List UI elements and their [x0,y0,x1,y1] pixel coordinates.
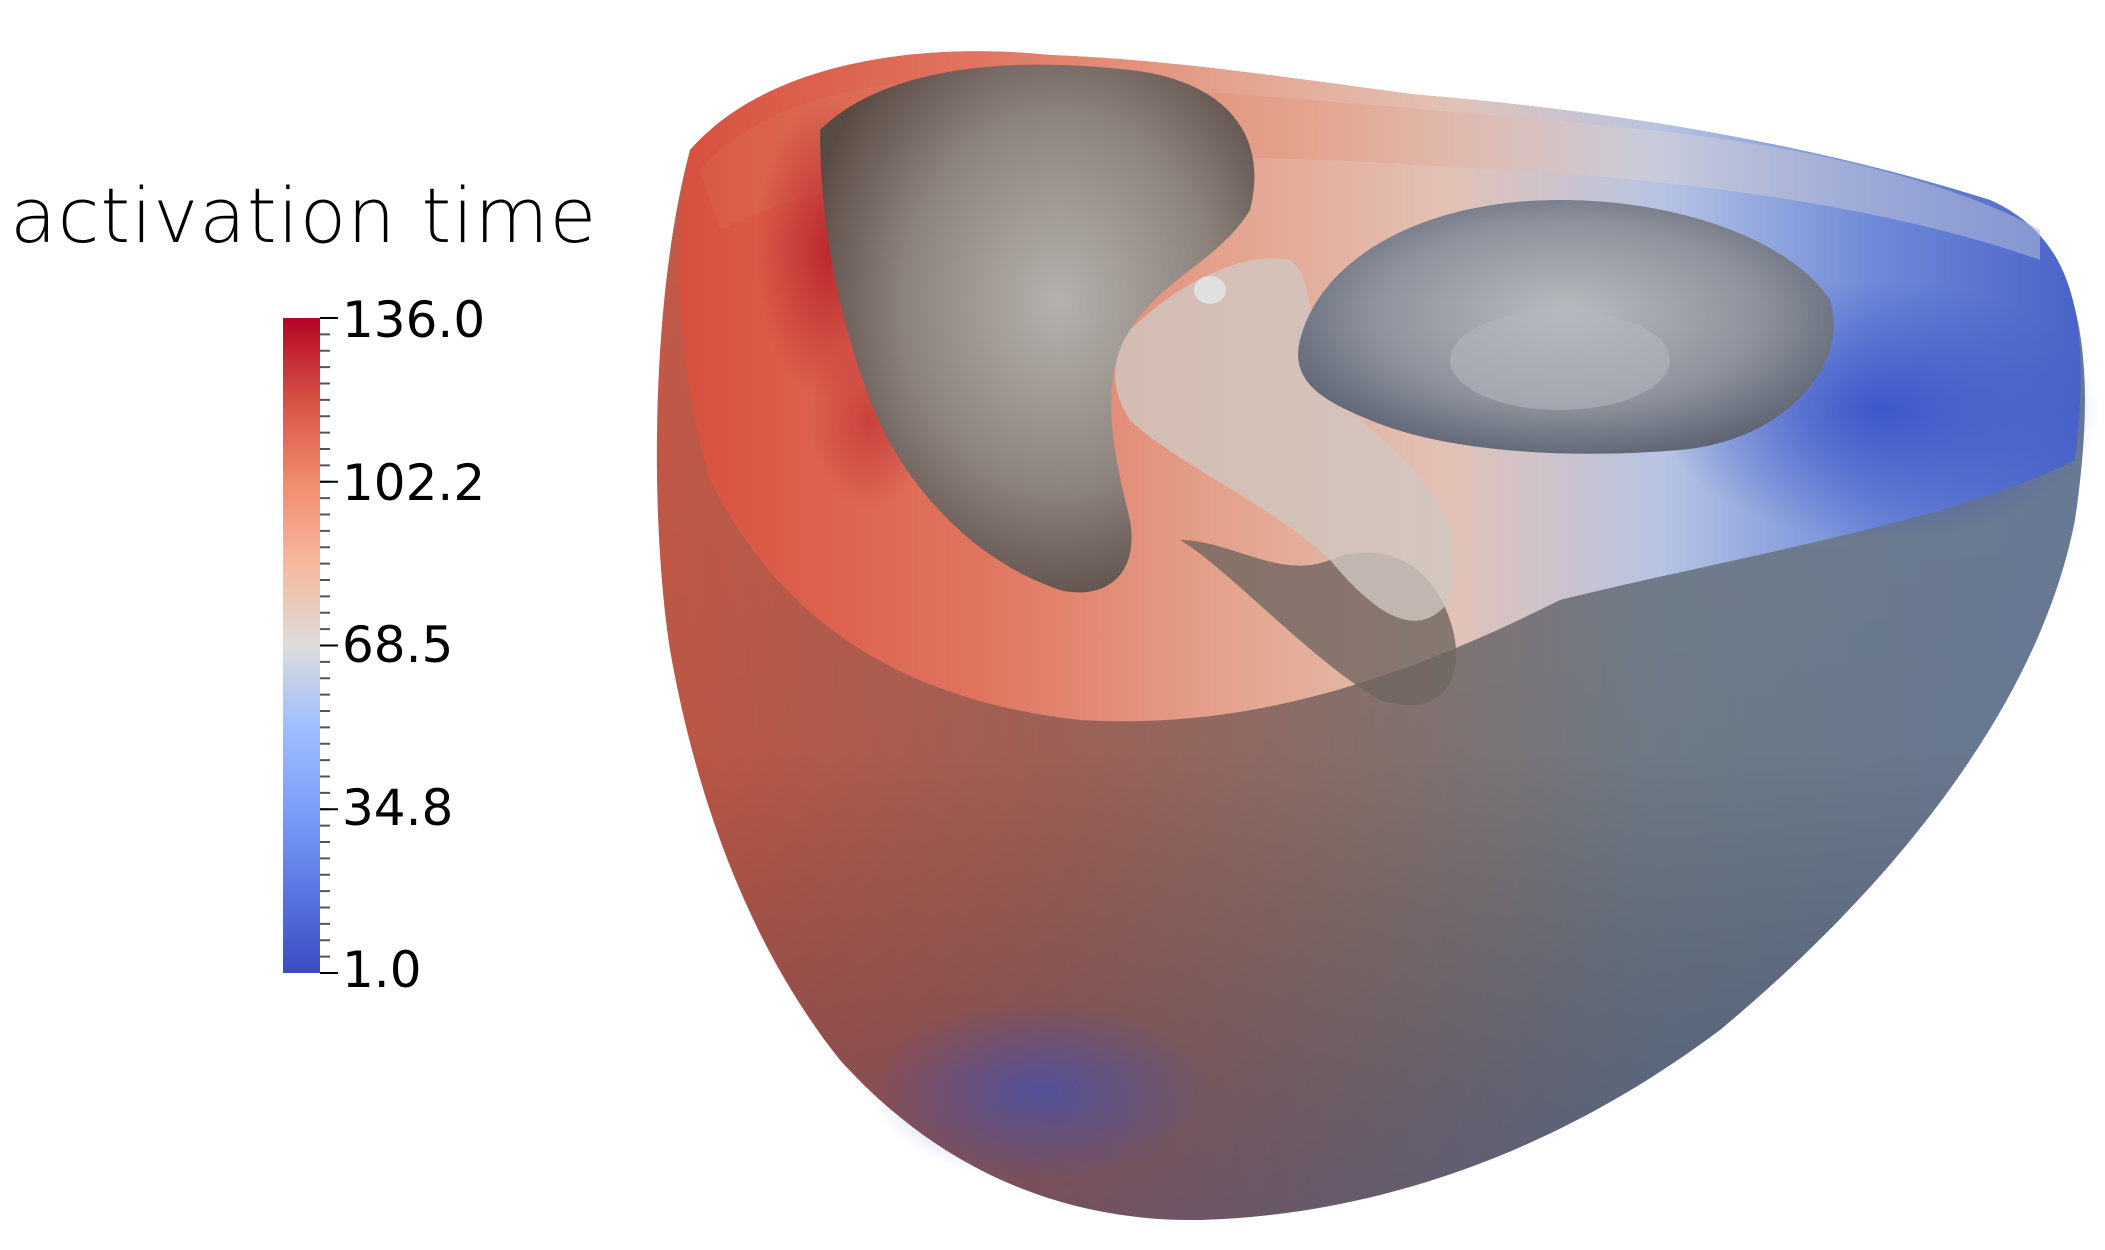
tick-label-q1: 34.8 [342,779,453,837]
interventricular-septum [1115,258,1455,621]
scalar-bar: 136.0 102.2 68.5 34.8 1.0 [283,291,485,999]
major-ticks [320,317,338,974]
tick-label-mid: 68.5 [342,616,453,674]
ventricle-cavity-left [820,64,1255,593]
tick-label-q3: 102.2 [342,454,485,512]
color-bar [283,318,320,973]
legend-title: activation time [10,171,598,260]
tick-label-max: 136.0 [342,291,485,349]
tick-label-min: 1.0 [342,941,422,999]
